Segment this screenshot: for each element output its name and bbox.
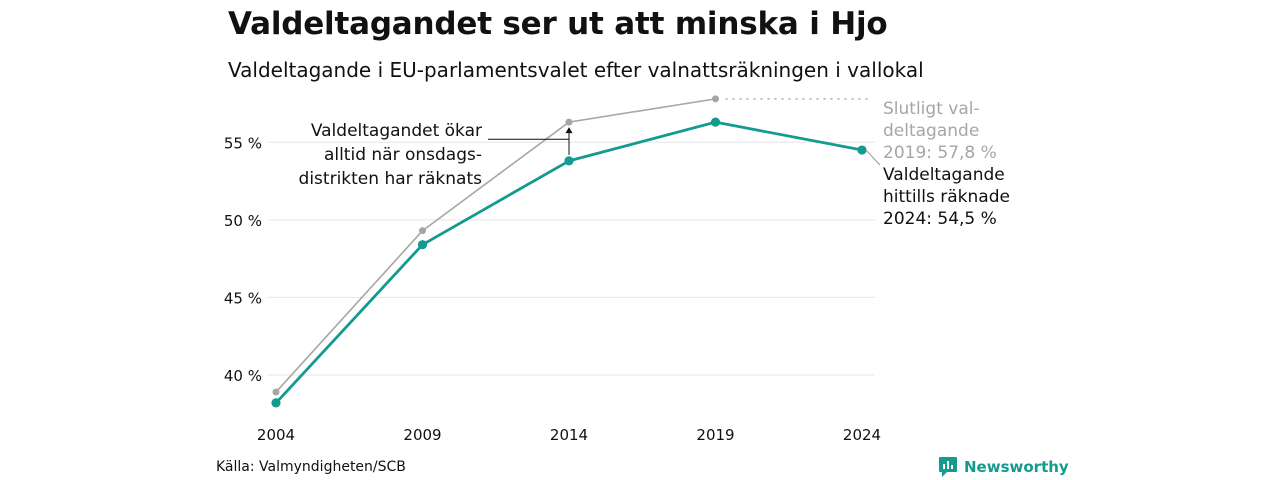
note-arrowhead (565, 127, 573, 134)
newsworthy-logo-icon (939, 457, 957, 477)
final-turnout-point (272, 388, 280, 396)
brand-name: Newsworthy (964, 458, 1069, 476)
counted-turnout-point (564, 156, 574, 166)
final-turnout-label: Slutligt val-deltagande 2019: 57,8 % (883, 99, 997, 163)
x-tick-label: 2009 (403, 426, 441, 444)
x-tick-label: 2014 (550, 426, 588, 444)
counted-turnout-point (417, 240, 428, 250)
y-tick-label: 55 % (224, 134, 262, 152)
x-tick-label: 2019 (696, 426, 734, 444)
counted-turnout-point (857, 145, 867, 155)
x-tick-label: 2004 (257, 426, 295, 444)
brand-logo: Newsworthy (938, 456, 1069, 478)
counted-turnout-point (271, 398, 281, 408)
counted-turnout-label: Valdeltagande hittills räknade 2024: 54,5 … (883, 165, 1010, 229)
source-note: Källa: Valmyndigheten/SCB (216, 459, 406, 475)
final-turnout-point (712, 95, 719, 103)
final-turnout-point (419, 227, 426, 235)
note-annotation: Valdeltagandet ökar alltid när onsdags-di… (299, 121, 483, 189)
y-tick-label: 40 % (224, 367, 262, 385)
y-tick-label: 45 % (224, 289, 262, 307)
y-tick-label: 50 % (224, 212, 262, 230)
chart-subtitle: Valdeltagande i EU-parlamentsvalet efter… (228, 58, 924, 82)
counted-label-leader (865, 149, 881, 166)
counted-turnout-point (710, 117, 721, 127)
x-tick-label: 2024 (843, 426, 881, 444)
final-turnout-point (565, 118, 573, 126)
final-turnout-line (275, 98, 716, 393)
chart-title: Valdeltagandet ser ut att minska i Hjo (228, 6, 888, 42)
